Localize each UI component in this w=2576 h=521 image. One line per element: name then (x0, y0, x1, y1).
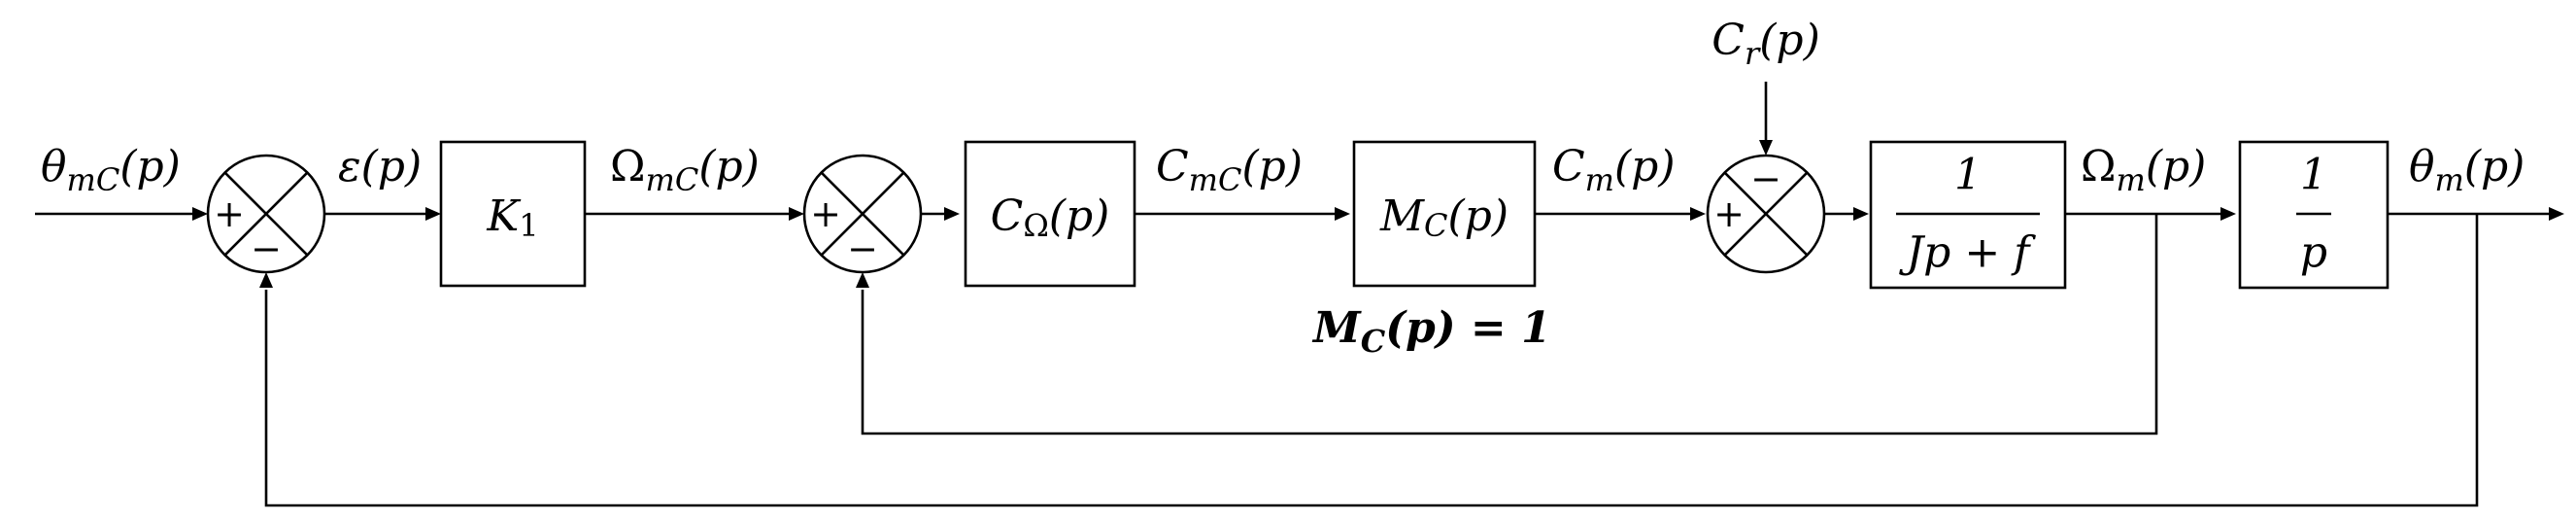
label-c-mc: CmC(p) (1156, 142, 1303, 198)
block-m-c: MC(p) (1352, 140, 1537, 288)
label-epsilon: ε(p) (338, 142, 422, 191)
sum3-plus-sign: + (1713, 192, 1745, 235)
arrow-outer-feedback-up (259, 272, 273, 288)
label-omega-m: Ωm(p) (2081, 142, 2206, 198)
block-k1-label: K1 (486, 191, 538, 245)
sum2-plus-sign: + (810, 192, 841, 235)
arrow-output (2549, 207, 2564, 221)
arrow-into-integrator (2220, 207, 2236, 221)
arrow-inner-feedback-up (856, 272, 869, 288)
outer-feedback-line (264, 214, 2479, 507)
arrow-into-plant (1853, 207, 1869, 221)
arrow-into-sum3 (1690, 207, 1706, 221)
summing-junction-2: + − (802, 154, 923, 274)
summing-junction-3: + − (1706, 154, 1826, 274)
block-integrator-numerator: 1 (2300, 151, 2327, 200)
label-c-r: Cr(p) (1712, 16, 1819, 72)
block-plant-numerator: 1 (1954, 151, 1982, 200)
label-c-m: Cm(p) (1552, 142, 1676, 198)
block-plant: 1 Jp + f (1869, 140, 2067, 290)
label-theta-m: θm(p) (2409, 142, 2525, 198)
arrow-into-c-omega (944, 207, 960, 221)
signal-labels: θmC(p) ε(p) ΩmC(p) CmC(p) Cm(p) Cr(p) Ωm… (41, 16, 2525, 198)
arrow-c-r-down (1759, 140, 1773, 156)
block-integrator: 1 p (2238, 140, 2390, 290)
sum2-minus-sign: − (847, 227, 878, 270)
arrow-into-k1 (425, 207, 441, 221)
signal-lines (35, 82, 2551, 507)
inner-feedback-line (861, 214, 2158, 435)
block-k1: K1 (439, 140, 587, 288)
annotation-mc-equals-one: MC(p) = 1 (1311, 303, 1551, 360)
arrowheads (192, 140, 2564, 288)
arrow-into-m-c (1335, 207, 1350, 221)
label-omega-mc: ΩmC(p) (610, 142, 760, 198)
block-c-omega-label: CΩ(p) (991, 191, 1110, 245)
label-theta-mc: θmC(p) (41, 142, 181, 198)
arrow-into-sum1 (192, 207, 208, 221)
block-plant-denominator: Jp + f (1899, 228, 2037, 278)
arrow-into-sum2 (789, 207, 804, 221)
block-c-omega: CΩ(p) (964, 140, 1136, 288)
summing-junction-1: + − (206, 154, 326, 274)
block-m-c-label: MC(p) (1379, 191, 1508, 245)
block-integrator-denominator: p (2300, 228, 2327, 278)
sum3-minus-sign: − (1750, 157, 1781, 200)
sum1-plus-sign: + (214, 192, 245, 235)
sum1-minus-sign: − (251, 227, 282, 270)
